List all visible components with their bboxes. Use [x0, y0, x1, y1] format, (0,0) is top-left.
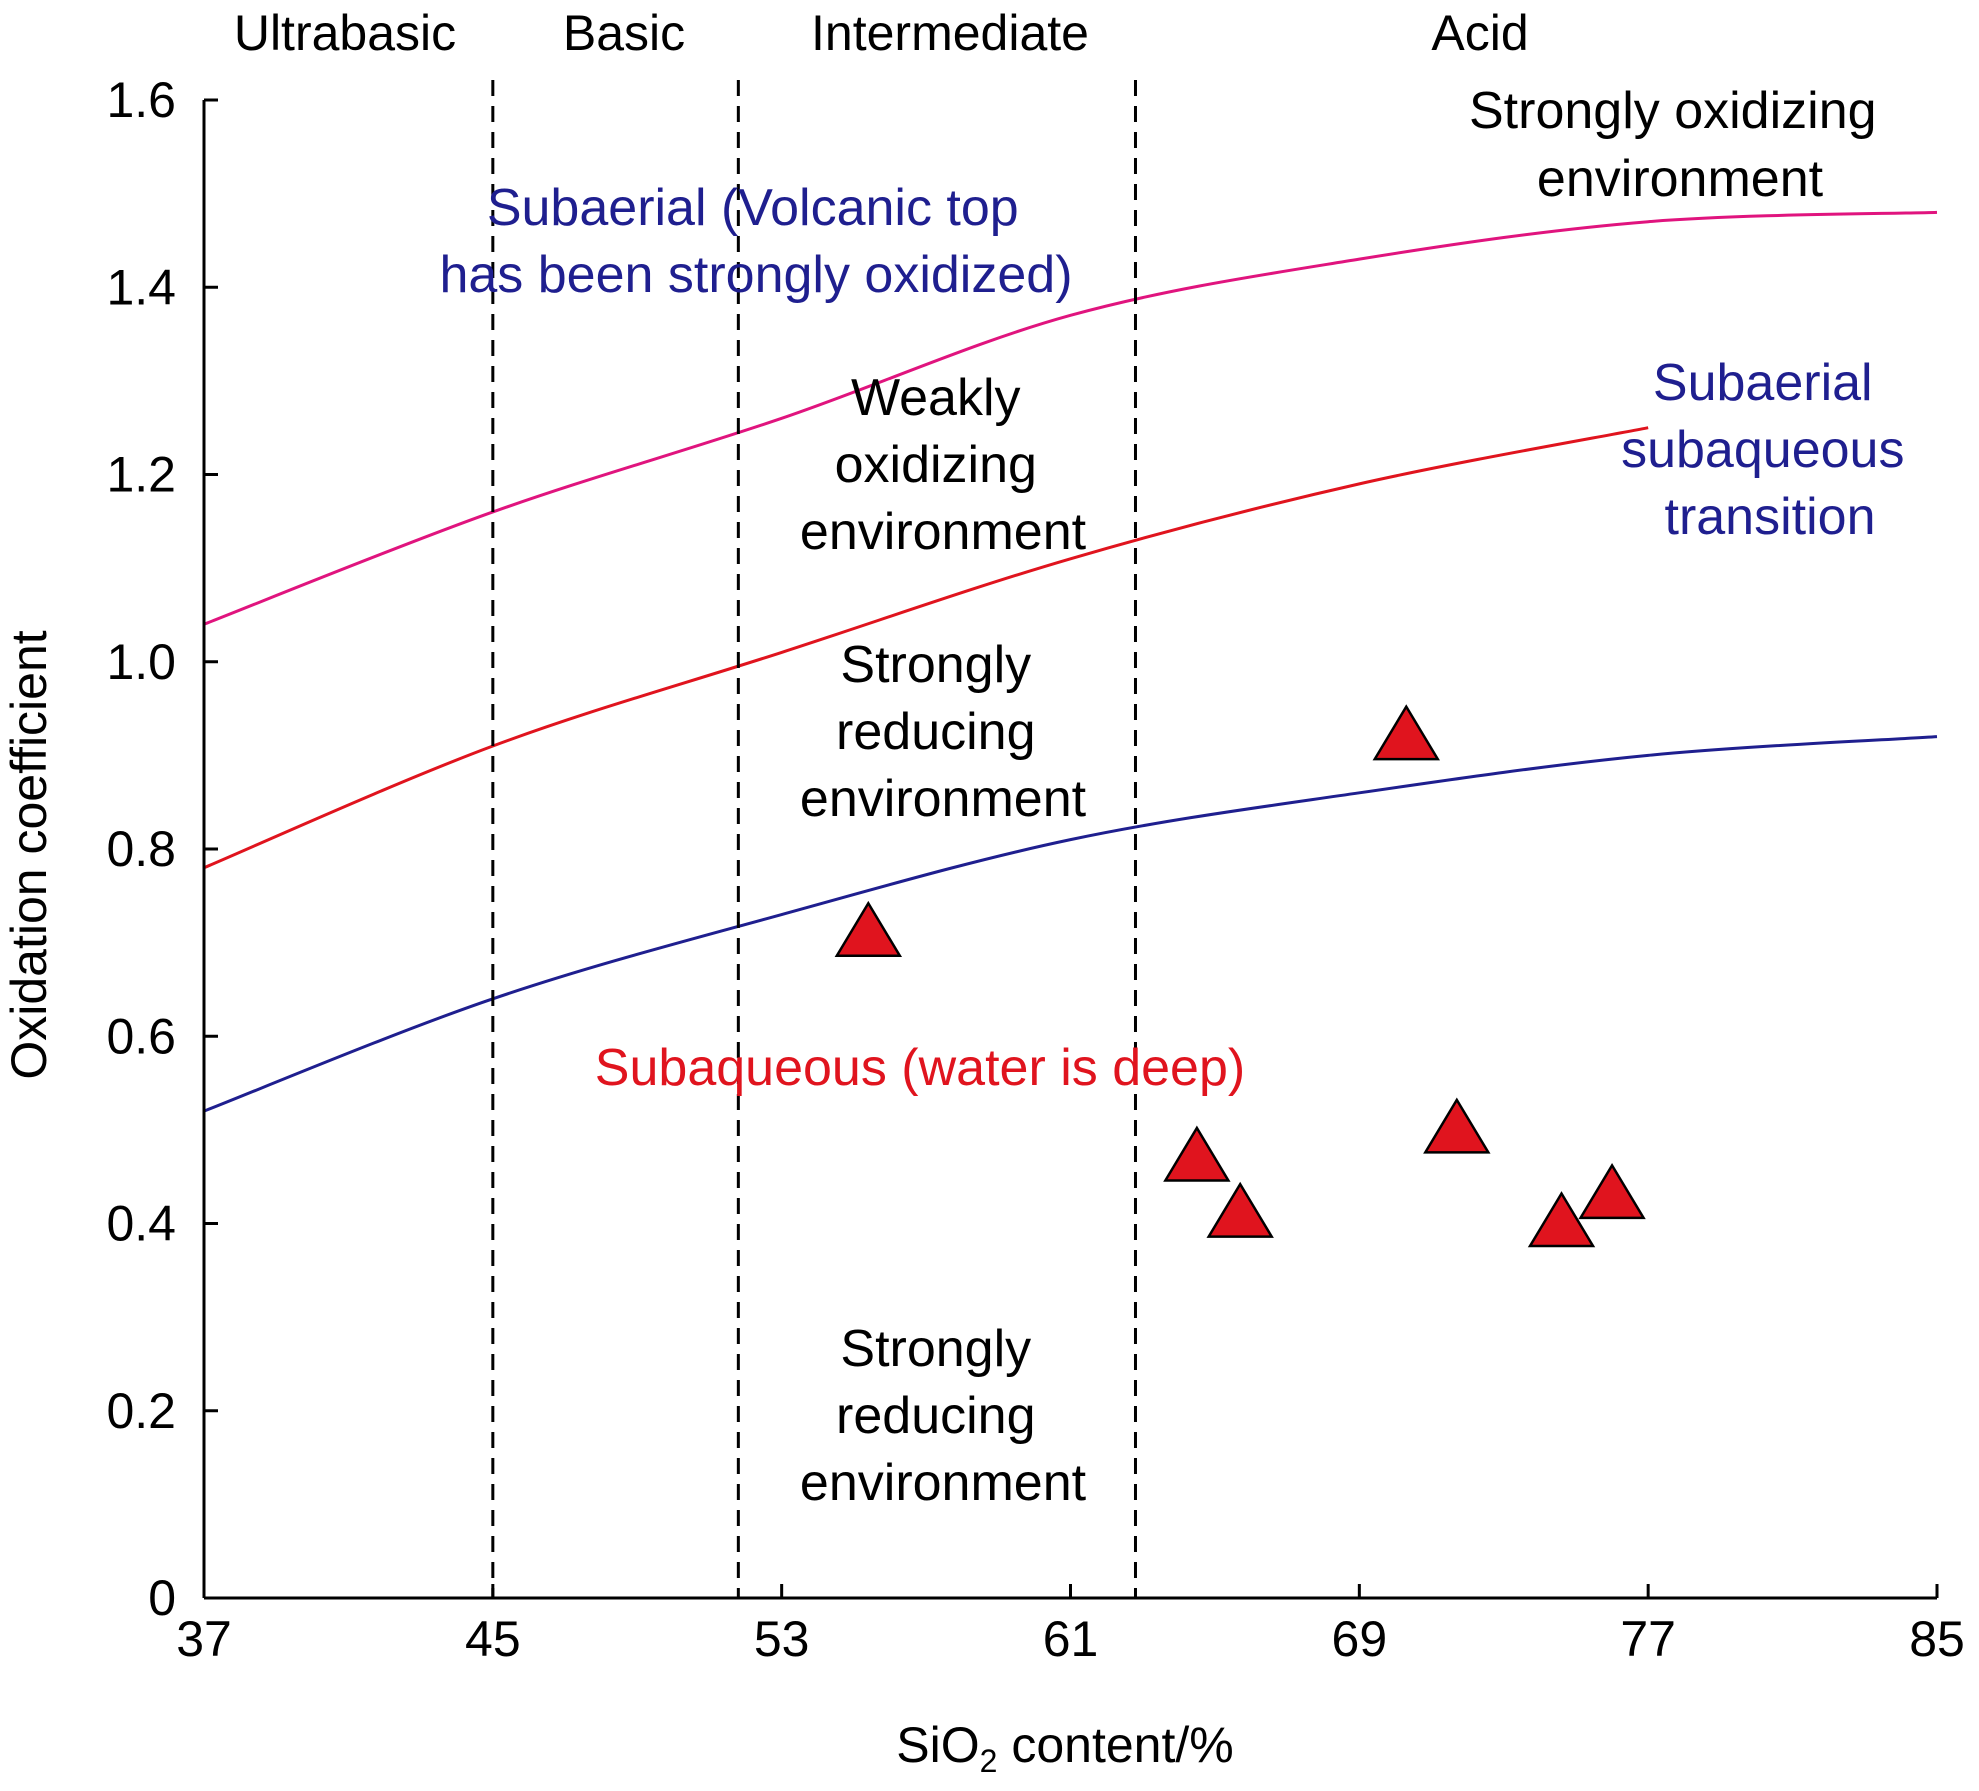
data-points [834, 704, 1646, 1248]
y-tick-label-8: 1.6 [106, 72, 176, 128]
data-point-1 [834, 900, 903, 958]
y-tick-label-7: 1.4 [106, 259, 176, 315]
x-tick-label-5: 77 [1620, 1611, 1676, 1667]
annotation-strongly-reducing-lower: Strongly reducing environment [800, 1320, 1087, 1512]
annotation-strongly-oxidizing: Strongly oxidizing environment [1469, 82, 1891, 208]
x-tick-label-4: 69 [1332, 1611, 1388, 1667]
y-tick-label-3: 0.6 [106, 1008, 176, 1064]
axes: 0 0.2 0.4 0.6 0.8 1.0 1.2 1.4 1.6 37 45 53 61 69 77 85 [106, 72, 1964, 1667]
annotation-strongly-reducing-upper: Strongly reducing environment [800, 636, 1087, 828]
y-tick-label-0: 0 [148, 1570, 176, 1626]
boundary-curve-2 [203, 426, 1649, 870]
zone-label-intermediate: Intermediate [811, 5, 1089, 61]
y-axis-title: Oxidation coefficient [1, 630, 57, 1079]
annotation-weakly-oxidizing: Weakly oxidizing environment [800, 369, 1087, 561]
data-point-7 [1578, 1162, 1646, 1220]
data-point-3 [1206, 1181, 1274, 1238]
y-tick-label-4: 0.8 [106, 821, 176, 877]
y-tick-label-6: 1.2 [106, 447, 176, 503]
x-tick-label-3: 61 [1043, 1611, 1099, 1667]
data-point-5 [1423, 1097, 1491, 1154]
data-point-6 [1527, 1191, 1596, 1248]
data-point-4 [1372, 704, 1440, 761]
curves [203, 210, 1938, 1113]
x-tick-label-2: 53 [754, 1611, 810, 1667]
x-axis-title-rest: content/% [997, 1717, 1233, 1773]
zone-label-acid: Acid [1431, 5, 1528, 61]
zone-labels: Ultrabasic Basic Intermediate Acid [234, 5, 1529, 61]
y-tick-label-1: 0.2 [106, 1383, 176, 1439]
x-axis-title-main: SiO [896, 1717, 979, 1773]
y-tick-label-2: 0.4 [106, 1196, 176, 1252]
annotation-subaerial-subaqueous-transition: Subaerial subaqueous transition [1621, 354, 1919, 546]
annotation-subaqueous: Subaqueous (water is deep) [595, 1039, 1245, 1097]
zone-label-ultrabasic: Ultrabasic [234, 5, 456, 61]
annotations: Strongly oxidizing environment Subaerial… [439, 82, 1919, 1512]
zone-label-basic: Basic [563, 5, 685, 61]
x-tick-label-0: 37 [176, 1611, 232, 1667]
annotation-subaerial-volcanic-top: Subaerial (Volcanic top has been strongl… [439, 179, 1072, 304]
x-axis-title: SiO2 content/% [896, 1717, 1233, 1779]
zone-boundaries [491, 80, 1137, 1598]
x-tick-label-6: 85 [1909, 1611, 1965, 1667]
data-point-2 [1163, 1125, 1231, 1182]
x-tick-label-1: 45 [465, 1611, 521, 1667]
x-axis-title-subscript: 2 [980, 1743, 998, 1779]
y-tick-label-5: 1.0 [106, 634, 176, 690]
